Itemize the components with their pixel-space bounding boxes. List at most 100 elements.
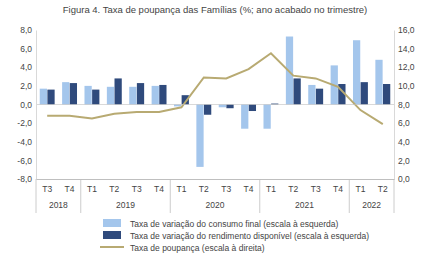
bar — [226, 105, 233, 109]
bar — [263, 105, 270, 129]
tick-label: T3 — [42, 184, 52, 194]
tick-label: 2,0 — [20, 81, 32, 91]
bar-series — [47, 78, 390, 114]
tick: T2 — [288, 179, 298, 194]
group-separator — [80, 179, 81, 213]
legend-item: Taxa de variação do consumo final (escal… — [103, 219, 339, 229]
tick-label: 10,0 — [398, 81, 415, 91]
group-separator — [36, 179, 37, 213]
group-label: 2019 — [116, 200, 135, 210]
tick: T2 — [109, 179, 119, 194]
tick-label: -6,0 — [17, 156, 32, 166]
tick-label: 12,0 — [398, 62, 415, 72]
tick-label: 16,0 — [398, 25, 415, 35]
tick-label: 4,0 — [20, 62, 32, 72]
tick: 4,0 — [20, 62, 36, 72]
bar-series — [40, 37, 383, 167]
group-label: 2022 — [362, 200, 381, 210]
tick-label: -2,0 — [17, 118, 32, 128]
tick: T3 — [311, 179, 321, 194]
tick-label: T1 — [355, 184, 365, 194]
tick: -2,0 — [17, 118, 36, 128]
legend-label: Taxa de variação do consumo final (escal… — [130, 219, 339, 229]
x-groups: 2018 2019 2020 2021 2022 — [36, 179, 394, 213]
tick-label: T4 — [244, 184, 254, 194]
tick: T3 — [42, 179, 52, 194]
legend-swatch — [103, 219, 121, 227]
tick-label: T4 — [154, 184, 164, 194]
tick: 0,0 — [20, 100, 36, 110]
legend: Taxa de variação do consumo final (escal… — [100, 219, 369, 253]
bar — [249, 105, 256, 112]
tick: -4,0 — [17, 137, 36, 147]
tick-label: 2,0 — [398, 156, 410, 166]
group-separator — [170, 179, 171, 213]
tick-label: T3 — [311, 184, 321, 194]
tick: -8,0 — [17, 174, 36, 184]
bar — [152, 86, 159, 105]
bar — [47, 90, 54, 105]
tick-label: T3 — [221, 184, 231, 194]
bar — [204, 105, 211, 115]
tick: 10,0 — [394, 81, 415, 91]
tick-label: 4,0 — [398, 137, 410, 147]
tick-label: T3 — [132, 184, 142, 194]
legend-swatch — [100, 246, 124, 248]
tick: T3 — [132, 179, 142, 194]
tick-label: -8,0 — [17, 174, 32, 184]
bar — [40, 89, 47, 105]
tick-label: T2 — [378, 184, 388, 194]
y2-axis: 0,02,04,06,08,010,012,014,016,0 — [394, 25, 415, 184]
bar — [115, 78, 122, 104]
y-axis: -8,0 -6,0 -4,0 -2,0 0,0 2,0 4,0 6,0 8,0 — [17, 25, 36, 184]
bar — [308, 85, 315, 105]
bar — [159, 85, 166, 105]
bar — [196, 105, 203, 167]
tick: 0,0 — [394, 174, 410, 184]
bar — [375, 60, 382, 105]
bar — [137, 83, 144, 104]
legend-item: Taxa de poupança (escala à direita) — [100, 243, 265, 253]
group-label: 2018 — [49, 200, 68, 210]
tick-label: 6,0 — [20, 44, 32, 54]
tick-label: 8,0 — [20, 25, 32, 35]
tick: T1 — [87, 179, 97, 194]
tick-label: 0,0 — [398, 174, 410, 184]
tick: T4 — [244, 179, 254, 194]
legend-swatch — [103, 231, 121, 239]
tick-label: T2 — [288, 184, 298, 194]
chart-title: Figura 4. Taxa de poupança das Famílias … — [63, 4, 368, 15]
bar — [84, 86, 91, 105]
tick: T1 — [355, 179, 365, 194]
tick-label: T1 — [266, 184, 276, 194]
bar — [241, 105, 248, 129]
tick-label: 0,0 — [20, 100, 32, 110]
bar — [316, 89, 323, 105]
tick: 6,0 — [20, 44, 36, 54]
tick-label: T2 — [199, 184, 209, 194]
tick: 8,0 — [394, 100, 410, 110]
tick: T4 — [65, 179, 75, 194]
legend-label: Taxa de poupança (escala à direita) — [130, 243, 265, 253]
tick: 2,0 — [394, 156, 410, 166]
bar — [383, 84, 390, 104]
x-axis: T3T4T1T2T3T4T1T2T3T4T1T2T3T4T1T2 — [37, 179, 395, 194]
tick: 2,0 — [20, 81, 36, 91]
tick: -6,0 — [17, 156, 36, 166]
bar — [219, 105, 226, 108]
tick: T4 — [333, 179, 343, 194]
tick-label: -4,0 — [17, 137, 32, 147]
bar — [361, 82, 368, 104]
tick: T3 — [221, 179, 231, 194]
group-separator — [349, 179, 350, 213]
group-label: 2021 — [295, 200, 314, 210]
legend-item: Taxa de variação do rendimento disponíve… — [103, 231, 369, 241]
group-label: 2020 — [206, 200, 225, 210]
group-separator — [394, 179, 395, 213]
tick-label: T1 — [87, 184, 97, 194]
tick: 6,0 — [394, 118, 410, 128]
tick: 8,0 — [20, 25, 36, 35]
bar — [294, 78, 301, 104]
chart-svg: Figura 4. Taxa de poupança das Famílias … — [0, 0, 430, 265]
tick-label: 6,0 — [398, 118, 410, 128]
